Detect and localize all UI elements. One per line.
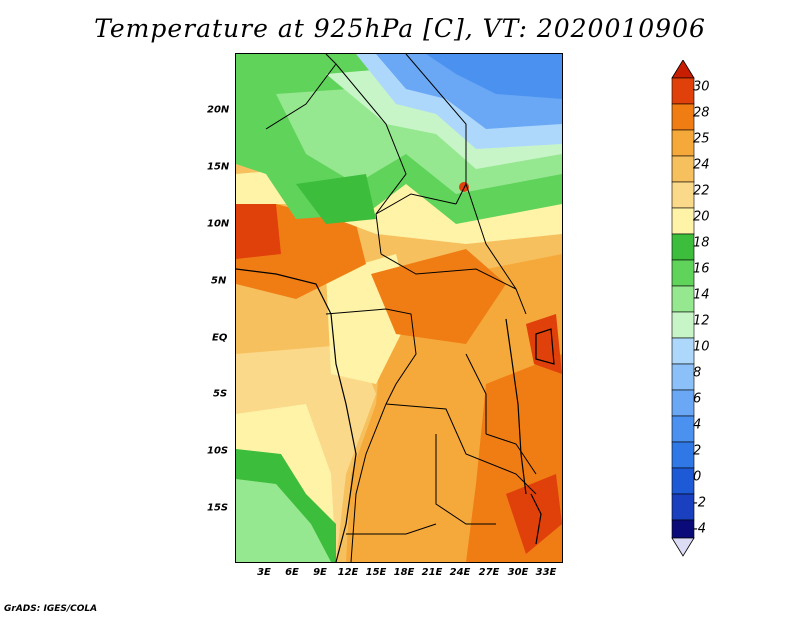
- lat-label: 5N: [211, 275, 227, 287]
- colorbar-label: 24: [693, 157, 710, 173]
- colorbar-label: 0: [693, 469, 702, 485]
- lon-label: 9E: [313, 567, 327, 578]
- country-borders: [265, 54, 537, 562]
- field-southwest-lightgreen: [236, 479, 331, 562]
- lon-label: 12E: [337, 567, 359, 578]
- chart-title: Temperature at 925hPa [C], VT: 202001090…: [94, 14, 706, 43]
- colorbar-swatch: [671, 415, 695, 443]
- map-panel: [235, 53, 563, 563]
- field-north-deep-blue: [426, 54, 562, 99]
- lon-label: 6E: [285, 567, 299, 578]
- colorbar-swatch: [671, 181, 695, 209]
- lon-label: 33E: [535, 567, 557, 578]
- lon-label: 18E: [393, 567, 415, 578]
- lon-label: 3E: [257, 567, 271, 578]
- colorbar-swatch: [671, 155, 695, 183]
- lat-label: 5S: [213, 388, 228, 400]
- lat-label: 15N: [207, 161, 230, 173]
- colorbar-swatch: [671, 129, 695, 157]
- colorbar-label: 28: [693, 105, 710, 121]
- lat-label: EQ: [212, 332, 228, 344]
- lon-label: 15E: [365, 567, 387, 578]
- colorbar-swatch: [671, 389, 695, 417]
- colorbar-bottom-arrow: [671, 537, 695, 557]
- colorbar-swatch: [671, 519, 695, 539]
- colorbar-swatch: [671, 233, 695, 261]
- colorbar-swatch: [671, 207, 695, 235]
- colorbar-top-arrow: [671, 60, 695, 79]
- colorbar-label: 6: [693, 391, 702, 407]
- colorbar-label: 22: [693, 183, 710, 199]
- colorbar-swatch: [671, 363, 695, 391]
- colorbar-label: 10: [693, 339, 710, 355]
- colorbar-label: 25: [693, 131, 710, 147]
- colorbar-label: 18: [693, 235, 710, 251]
- colorbar-swatch: [671, 441, 695, 469]
- lat-label: 10N: [207, 218, 230, 230]
- colorbar-swatch: [671, 103, 695, 131]
- colorbar-swatch: [671, 311, 695, 339]
- lat-label: 20N: [207, 104, 230, 116]
- field-central-orange: [371, 249, 506, 344]
- field-southeast-hot: [506, 474, 562, 554]
- temperature-field: [236, 54, 562, 562]
- colorbar-swatch: [671, 259, 695, 287]
- coastlines: [236, 268, 555, 562]
- field-west-hot: [236, 199, 281, 259]
- grads-credit: GrADS: IGES/COLA: [4, 604, 98, 614]
- colorbar-label: 30: [693, 79, 710, 95]
- colorbar-label: 4: [693, 417, 702, 433]
- colorbar-label: 20: [693, 209, 710, 225]
- colorbar-label: 16: [693, 261, 710, 277]
- colorbar-swatch: [671, 493, 695, 521]
- lon-label: 24E: [449, 567, 471, 578]
- colorbar-swatch: [671, 337, 695, 365]
- lat-label: 15S: [207, 502, 229, 514]
- colorbar-swatch: [671, 77, 695, 105]
- lon-label: 21E: [421, 567, 443, 578]
- colorbar-label: 14: [693, 287, 710, 303]
- field-chad-green: [296, 174, 376, 224]
- colorbar-swatch: [671, 467, 695, 495]
- colorbar-label: -2: [693, 495, 706, 511]
- lat-label: 10S: [207, 445, 229, 457]
- lon-label: 27E: [478, 567, 500, 578]
- colorbar-label: 2: [693, 443, 702, 459]
- colorbar-label: -4: [693, 521, 706, 537]
- colorbar-swatch: [671, 285, 695, 313]
- colorbar-label: 8: [693, 365, 702, 381]
- colorbar: [671, 60, 695, 557]
- colorbar-label: 12: [693, 313, 710, 329]
- lon-label: 30E: [507, 567, 529, 578]
